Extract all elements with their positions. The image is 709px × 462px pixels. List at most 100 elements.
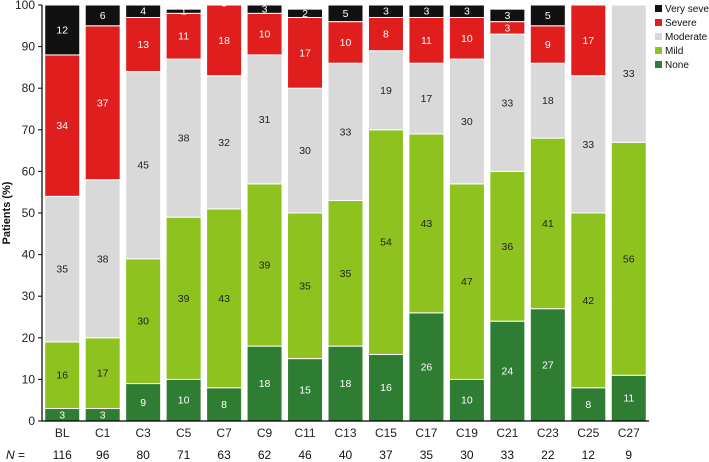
- y-axis-title: Patients (%): [1, 181, 13, 244]
- n-value-c1: 96: [96, 448, 110, 462]
- bar-c5-none: [165, 378, 202, 422]
- y-tick-label-30: 30: [22, 289, 36, 303]
- legend-swatch-severe: [655, 19, 662, 26]
- n-value-c27: 9: [625, 448, 632, 462]
- n-value-c23: 22: [541, 448, 555, 462]
- bar-c27-mild: [610, 141, 647, 376]
- bar-c5-mild: [165, 216, 202, 380]
- data-label-c9-very-severe: 3: [262, 4, 268, 16]
- data-label-c25-mild: 42: [582, 295, 594, 307]
- x-tick-label-c11: C11: [294, 426, 315, 440]
- y-tick-label-20: 20: [22, 331, 36, 345]
- data-label-bl-very-severe: 12: [56, 24, 68, 36]
- data-label-c17-moderate: 17: [421, 93, 433, 105]
- bar-c3-none: [125, 383, 162, 422]
- bar-c1-moderate: [84, 179, 121, 339]
- data-label-c1-mild: 17: [97, 368, 109, 380]
- bar-c13-severe: [327, 21, 364, 64]
- bar-c11-severe: [287, 16, 324, 89]
- n-label: N =: [6, 448, 25, 462]
- x-tick-label-c23: C23: [537, 426, 559, 440]
- data-label-c23-mild: 41: [542, 218, 554, 230]
- bar-c17-moderate: [408, 62, 445, 135]
- bar-c13-moderate: [327, 62, 364, 202]
- legend-label-very-severe: Very severe: [665, 4, 709, 15]
- data-label-c3-moderate: 45: [137, 160, 149, 172]
- bar-c23-none: [529, 308, 566, 422]
- data-label-c5-mild: 39: [178, 293, 190, 305]
- bar-c3-very-severe: [125, 4, 162, 18]
- legend-swatch-moderate: [655, 33, 662, 40]
- bar-c7-severe: [206, 4, 243, 77]
- data-label-c3-none: 9: [140, 397, 146, 409]
- data-label-c19-none: 10: [461, 395, 473, 407]
- x-tick-label-c5: C5: [176, 426, 192, 440]
- data-label-c19-mild: 47: [461, 276, 473, 288]
- bar-c21-none: [489, 320, 526, 422]
- data-label-c5-none: 10: [178, 395, 190, 407]
- data-label-c5-severe: 11: [178, 31, 189, 43]
- x-tick-label-c21: C21: [496, 426, 518, 440]
- legend-swatch-very-severe: [655, 5, 662, 12]
- bar-c1-severe: [84, 25, 121, 181]
- legend-label-none: None: [665, 60, 689, 71]
- data-label-c25-none: 8: [585, 399, 591, 411]
- data-label-bl-moderate: 35: [56, 264, 68, 276]
- n-value-c15: 37: [379, 448, 393, 462]
- bar-c11-moderate: [287, 87, 324, 214]
- x-tick-label-c7: C7: [216, 426, 232, 440]
- bar-c9-severe: [246, 12, 283, 56]
- x-tick-label-c13: C13: [334, 426, 356, 440]
- n-value-bl: 116: [53, 448, 72, 462]
- bar-c25-severe: [570, 4, 607, 77]
- data-label-c21-mild: 36: [502, 241, 514, 253]
- data-label-c21-none: 24: [502, 366, 514, 378]
- bar-c3-moderate: [125, 71, 162, 260]
- data-label-c17-none: 26: [421, 361, 433, 373]
- bar-c19-severe: [448, 16, 485, 60]
- data-label-c13-moderate: 33: [340, 126, 352, 138]
- data-label-c5-moderate: 38: [178, 133, 190, 145]
- n-value-c5: 71: [177, 448, 191, 462]
- bar-c13-very-severe: [327, 4, 364, 23]
- y-tick-label-50: 50: [22, 206, 36, 220]
- data-label-c15-very-severe: 3: [383, 6, 389, 18]
- data-label-c11-severe: 17: [299, 47, 311, 59]
- x-tick-label-c17: C17: [415, 426, 437, 440]
- data-label-c27-none: 11: [623, 393, 634, 405]
- bar-bl-very-severe: [44, 4, 81, 56]
- data-label-c19-very-severe: 3: [464, 6, 470, 18]
- y-tick-label-0: 0: [28, 414, 35, 428]
- bar-c15-moderate: [367, 50, 404, 131]
- y-tick-label-80: 80: [22, 81, 36, 95]
- bar-c15-severe: [367, 16, 404, 52]
- bar-c27-none: [610, 374, 647, 422]
- x-tick-label-c9: C9: [257, 426, 273, 440]
- data-label-c1-moderate: 38: [97, 253, 109, 265]
- data-label-c27-mild: 56: [623, 253, 635, 265]
- data-label-c3-very-severe: 4: [140, 6, 146, 18]
- x-tick-label-c19: C19: [456, 426, 478, 440]
- data-label-c11-mild: 35: [299, 280, 311, 292]
- data-label-c17-severe: 11: [421, 35, 432, 47]
- data-label-c11-moderate: 30: [299, 145, 311, 157]
- y-tick-label-10: 10: [22, 372, 36, 386]
- data-label-c5-very-severe: 1: [181, 6, 187, 18]
- bar-c5-very-severe: [165, 8, 202, 14]
- data-label-c7-none: 8: [221, 399, 227, 411]
- bar-c5-moderate: [165, 58, 202, 218]
- data-label-c25-moderate: 33: [582, 139, 594, 151]
- bar-c23-very-severe: [529, 4, 566, 27]
- data-label-bl-mild: 16: [56, 370, 68, 382]
- data-label-c9-none: 18: [259, 378, 271, 390]
- data-label-c17-very-severe: 3: [424, 6, 430, 18]
- data-label-c13-mild: 35: [340, 268, 352, 280]
- bar-c25-none: [570, 387, 607, 422]
- bar-c25-mild: [570, 212, 607, 389]
- bar-c21-moderate: [489, 33, 526, 172]
- data-label-c13-very-severe: 5: [343, 8, 349, 20]
- bar-c19-very-severe: [448, 4, 485, 18]
- data-label-c15-moderate: 19: [380, 85, 392, 97]
- data-label-c23-very-severe: 5: [545, 10, 551, 22]
- data-label-c23-severe: 9: [545, 39, 551, 51]
